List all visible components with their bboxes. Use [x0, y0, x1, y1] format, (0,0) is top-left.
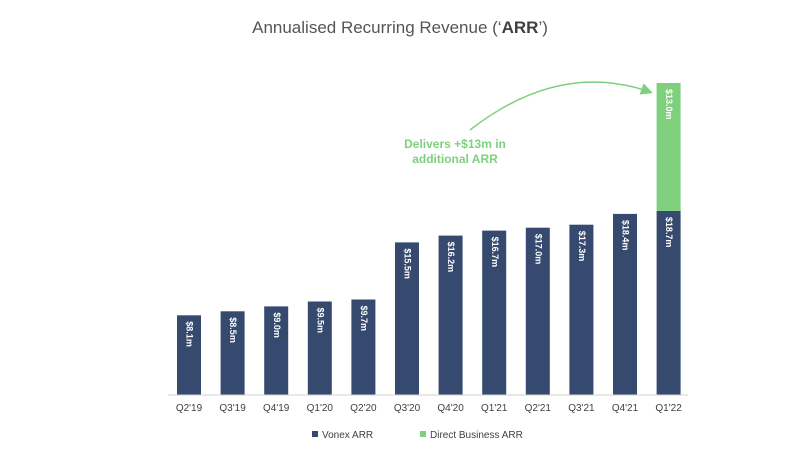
- vonex-arr-bar: [395, 242, 419, 395]
- vonex-arr-bar: [525, 227, 550, 395]
- x-tick-label: Q2'20: [350, 403, 377, 414]
- vonex-arr-bar: [351, 299, 376, 395]
- vonex-arr-bar: [264, 306, 289, 395]
- bar-data-label: $9.5m: [315, 308, 325, 334]
- bar-data-label: $15.5m: [403, 248, 413, 279]
- legend-swatch-vonex: [312, 431, 318, 437]
- bar-data-label: $18.4m: [621, 220, 631, 251]
- bar-data-label: $16.2m: [446, 242, 456, 273]
- bar-data-label: $9.7m: [359, 306, 369, 332]
- vonex-arr-bar: [438, 235, 463, 395]
- vonex-arr-bar: [307, 301, 332, 395]
- direct-business-arr-bar: [656, 83, 681, 211]
- legend-swatch-direct-business: [420, 431, 426, 437]
- annotation-line-2: additional ARR: [412, 152, 498, 166]
- vonex-arr-bar: [177, 315, 201, 395]
- x-tick-label: Q3'19: [219, 403, 246, 414]
- x-tick-label: Q2'21: [525, 403, 552, 414]
- annotation-arrow: [469, 81, 653, 131]
- annotation-line-1: Delivers +$13m in: [404, 137, 506, 151]
- bar-data-label: $9.0m: [272, 312, 282, 338]
- vonex-arr-bar: [613, 213, 637, 395]
- vonex-arr-bar: [569, 224, 594, 395]
- vonex-arr-bar: [656, 210, 681, 395]
- bar-data-label: $17.0m: [533, 234, 543, 265]
- x-tick-label: Q2'19: [176, 403, 203, 414]
- bar-data-label: $16.7m: [490, 237, 500, 268]
- bar-data-label: $13.0m: [664, 89, 674, 120]
- vonex-arr-bar: [482, 230, 507, 395]
- bar-data-label: $17.3m: [577, 231, 587, 262]
- vonex-arr-bar: [220, 311, 245, 395]
- x-tick-label: Q4'21: [612, 403, 639, 414]
- chart-title: Annualised Recurring Revenue (‘ARR’): [252, 18, 548, 37]
- x-tick-label: Q3'21: [568, 403, 595, 414]
- legend-label-direct-business: Direct Business ARR: [430, 430, 523, 441]
- bar-data-label: $18.7m: [664, 217, 674, 248]
- x-tick-label: Q3'20: [394, 403, 421, 414]
- legend-label-vonex: Vonex ARR: [322, 430, 373, 441]
- x-tick-label: Q1'22: [655, 403, 682, 414]
- x-tick-label: Q1'20: [307, 403, 334, 414]
- x-tick-label: Q4'19: [263, 403, 290, 414]
- bar-data-label: $8.5m: [228, 317, 238, 343]
- bar-data-label: $8.1m: [185, 321, 195, 347]
- x-tick-label: Q1'21: [481, 403, 508, 414]
- x-tick-label: Q4'20: [437, 403, 464, 414]
